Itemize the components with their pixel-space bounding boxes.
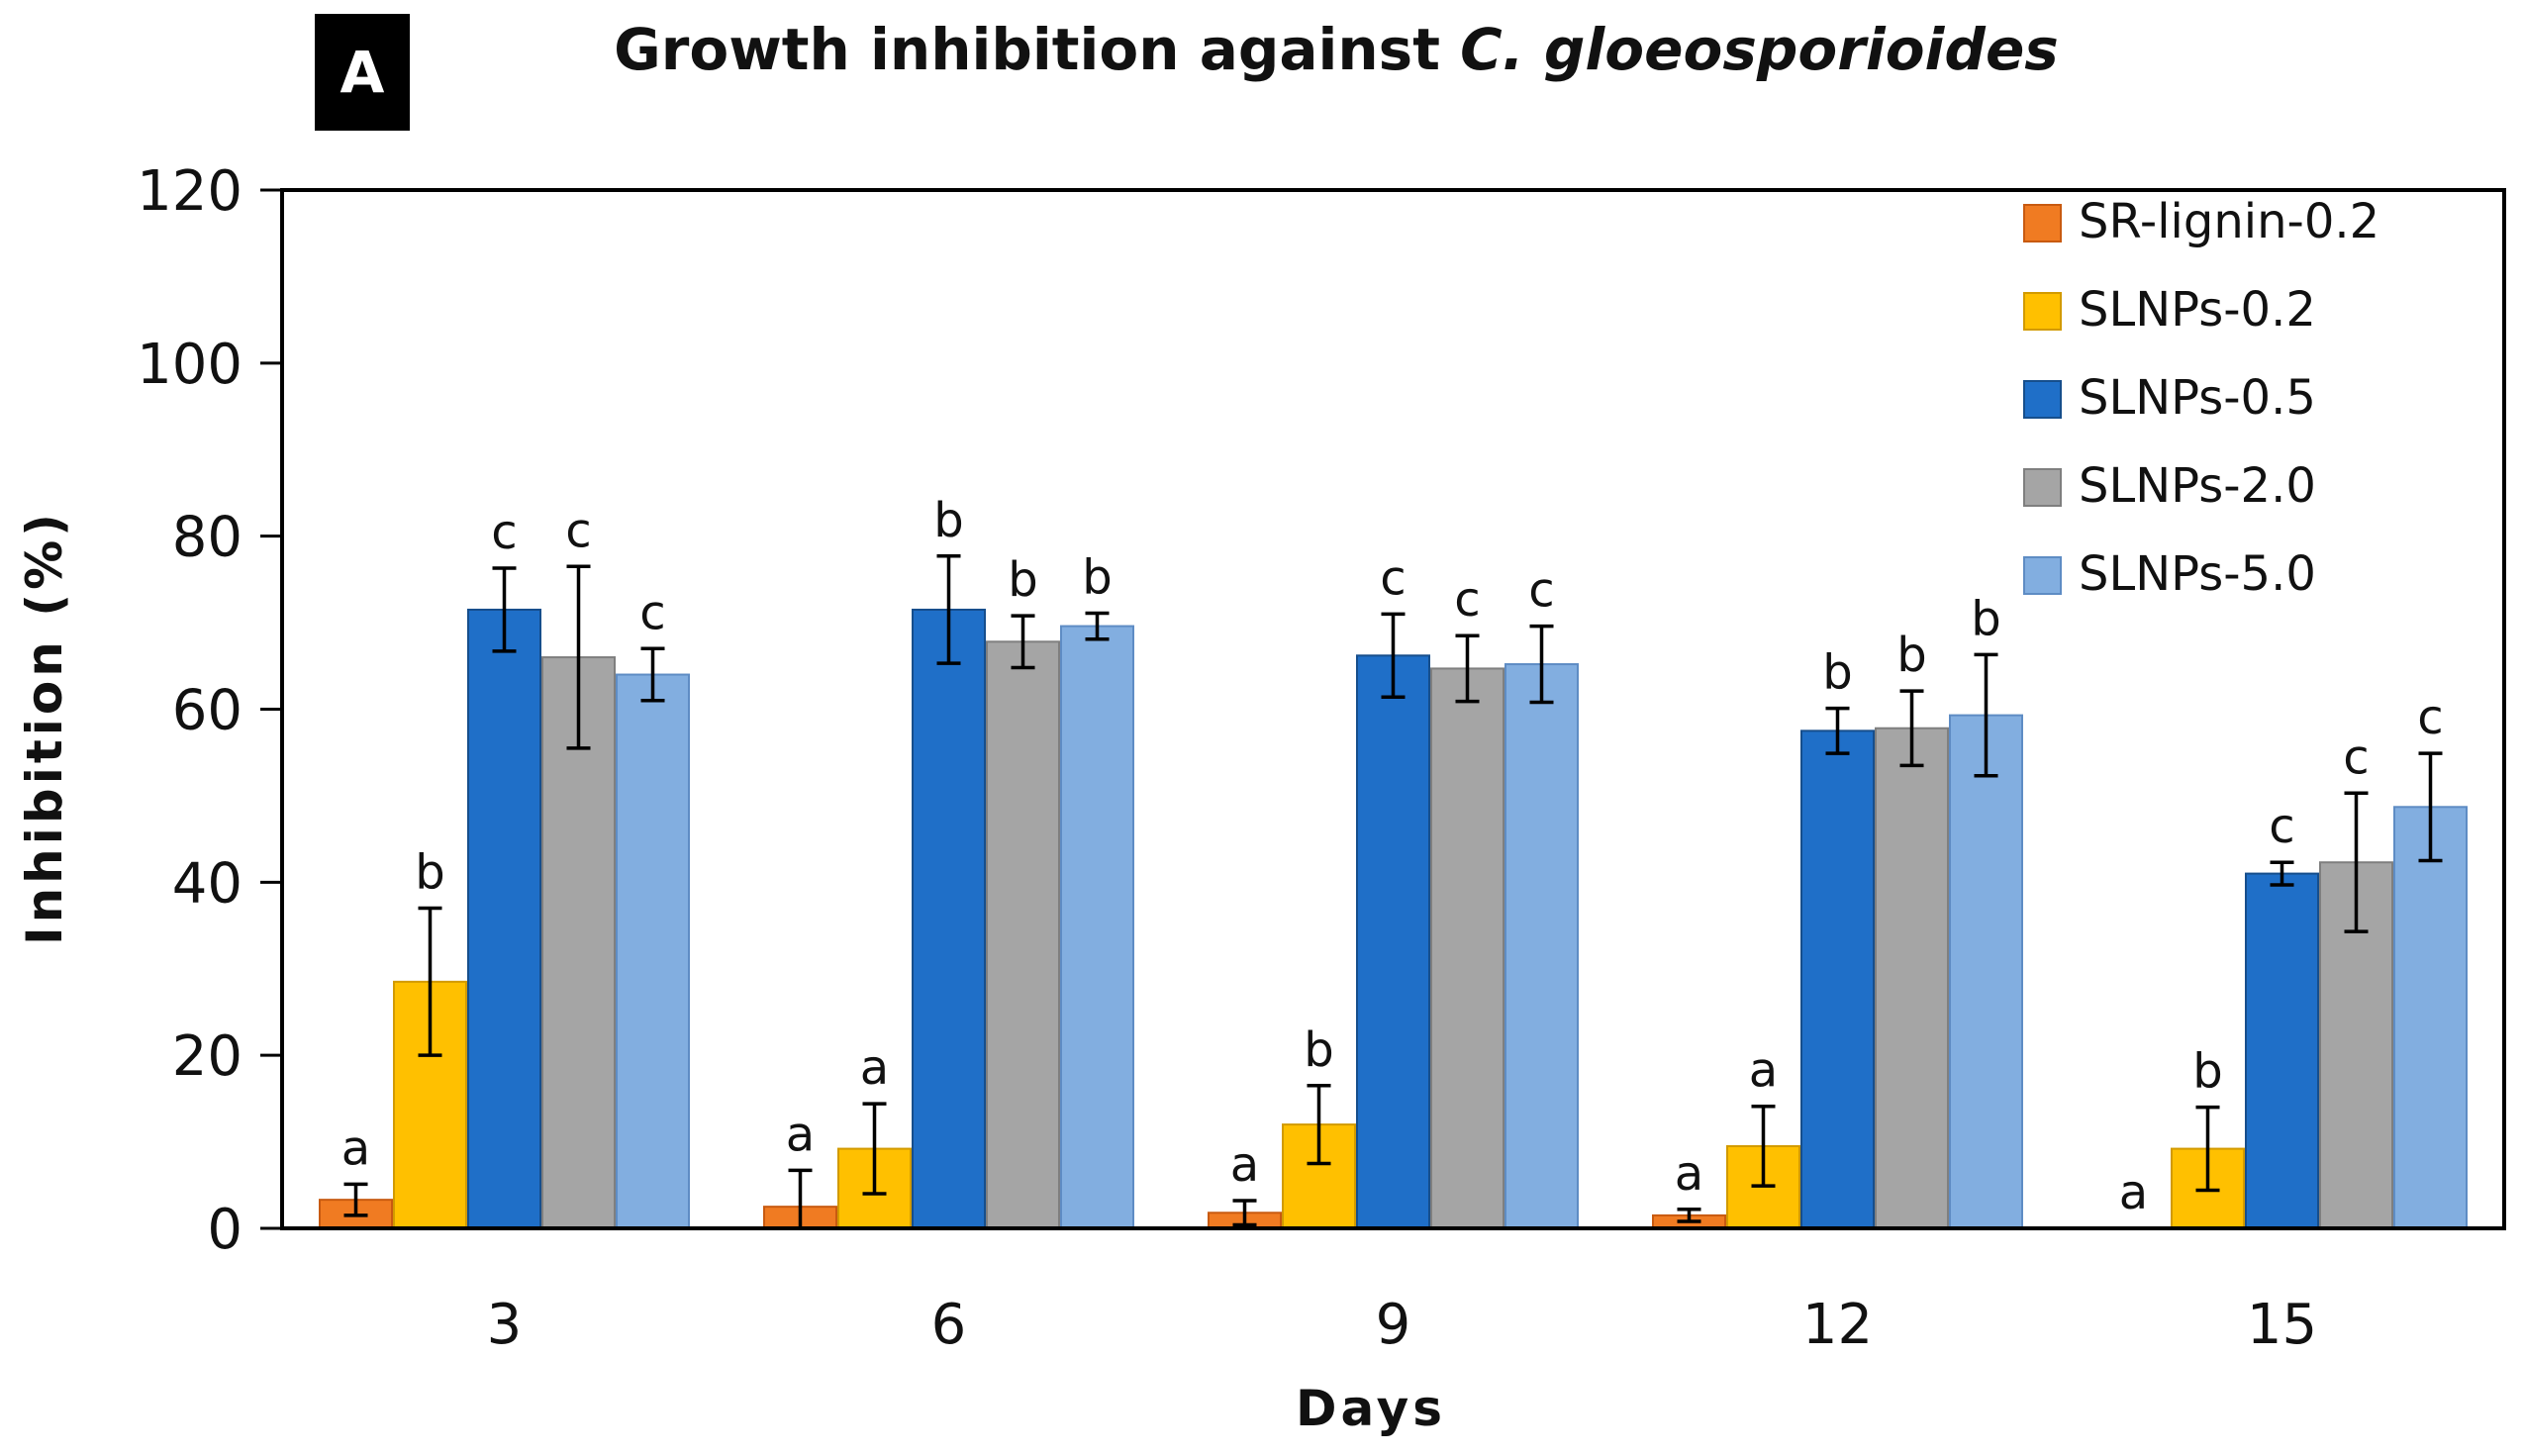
legend-label: SLNPs-0.5 [2079, 370, 2316, 426]
panel-label: A [340, 39, 385, 106]
legend-label: SLNPs-5.0 [2079, 546, 2316, 602]
significance-letter: a [1675, 1146, 1703, 1202]
significance-letter: a [786, 1107, 815, 1162]
bar [1949, 714, 2023, 1229]
significance-letter: b [1008, 552, 1037, 608]
significance-letter: c [2269, 799, 2294, 854]
x-tick-label: 12 [1802, 1293, 1873, 1357]
y-tick-label: 100 [137, 333, 243, 397]
y-tick-label: 40 [172, 851, 243, 916]
significance-letter: a [2119, 1165, 2148, 1220]
bar [1504, 663, 1579, 1229]
x-tick-label: 3 [487, 1293, 523, 1357]
legend-swatch [2023, 556, 2062, 595]
significance-letter: a [1230, 1137, 1259, 1193]
significance-letter: b [1082, 549, 1112, 605]
significance-letter: b [415, 845, 444, 901]
x-tick-label: 15 [2247, 1293, 2317, 1357]
significance-letter: c [1528, 563, 1554, 619]
bar [1356, 654, 1430, 1229]
error-bars-group [343, 554, 2443, 1230]
y-tick-label: 120 [137, 159, 243, 224]
y-tick-label: 20 [172, 1024, 243, 1089]
legend-swatch [2023, 204, 2062, 243]
bar [2245, 872, 2319, 1229]
bar [1430, 667, 1504, 1229]
y-tick-label: 0 [207, 1198, 243, 1262]
legend-swatch [2023, 468, 2062, 507]
significance-letter: c [1380, 550, 1406, 606]
bar [1060, 625, 1134, 1229]
legend-swatch [2023, 292, 2062, 331]
bar [467, 608, 541, 1229]
significance-letter: c [639, 585, 665, 640]
significance-letter: c [1454, 572, 1480, 628]
significance-letter: b [1896, 628, 1926, 683]
bar [912, 608, 986, 1229]
legend-label: SLNPs-0.2 [2079, 282, 2316, 338]
x-axis-title: Days [1296, 1380, 1446, 1437]
significance-letter: b [933, 493, 963, 548]
bar [1875, 727, 1949, 1230]
axes-group: 0 20 40 60 80 100 120 3 6 9 12 15 [137, 159, 2506, 1357]
significance-letter: b [2192, 1044, 2222, 1100]
bars-group [319, 608, 2468, 1230]
significance-letter: a [341, 1120, 370, 1176]
x-tick-label: 6 [931, 1293, 967, 1357]
chart-title-species: C. gloeosporioides [1460, 16, 2059, 83]
legend: SR-lignin-0.2 SLNPs-0.2 SLNPs-0.5 SLNPs-2.0… [2023, 194, 2379, 602]
bar [1800, 729, 1875, 1230]
legend-label: SLNPs-2.0 [2079, 458, 2316, 514]
significance-letter: a [1749, 1043, 1778, 1099]
x-tick-label: 9 [1376, 1293, 1411, 1357]
significance-letter: b [1304, 1022, 1333, 1078]
significance-letter: c [565, 503, 591, 558]
significance-letter: c [2343, 729, 2369, 785]
bar [616, 673, 690, 1229]
significance-letter: a [860, 1040, 889, 1096]
significance-letter: b [1822, 645, 1852, 701]
bar [2393, 806, 2468, 1229]
legend-label: SR-lignin-0.2 [2079, 194, 2379, 249]
chart-title-prefix: Growth inhibition against [614, 16, 1461, 83]
chart-title: Growth inhibition against C. gloeosporio… [554, 10, 2118, 89]
panel-label-badge: A [315, 14, 410, 131]
y-tick-label: 80 [172, 506, 243, 570]
y-tick-label: 60 [172, 679, 243, 743]
significance-letter: b [1971, 591, 2000, 646]
significance-letter: c [491, 505, 517, 560]
y-axis-title: Inhibition (%) [16, 510, 73, 945]
bar [986, 640, 1060, 1229]
significance-letter: c [2417, 690, 2443, 745]
legend-swatch [2023, 380, 2062, 419]
